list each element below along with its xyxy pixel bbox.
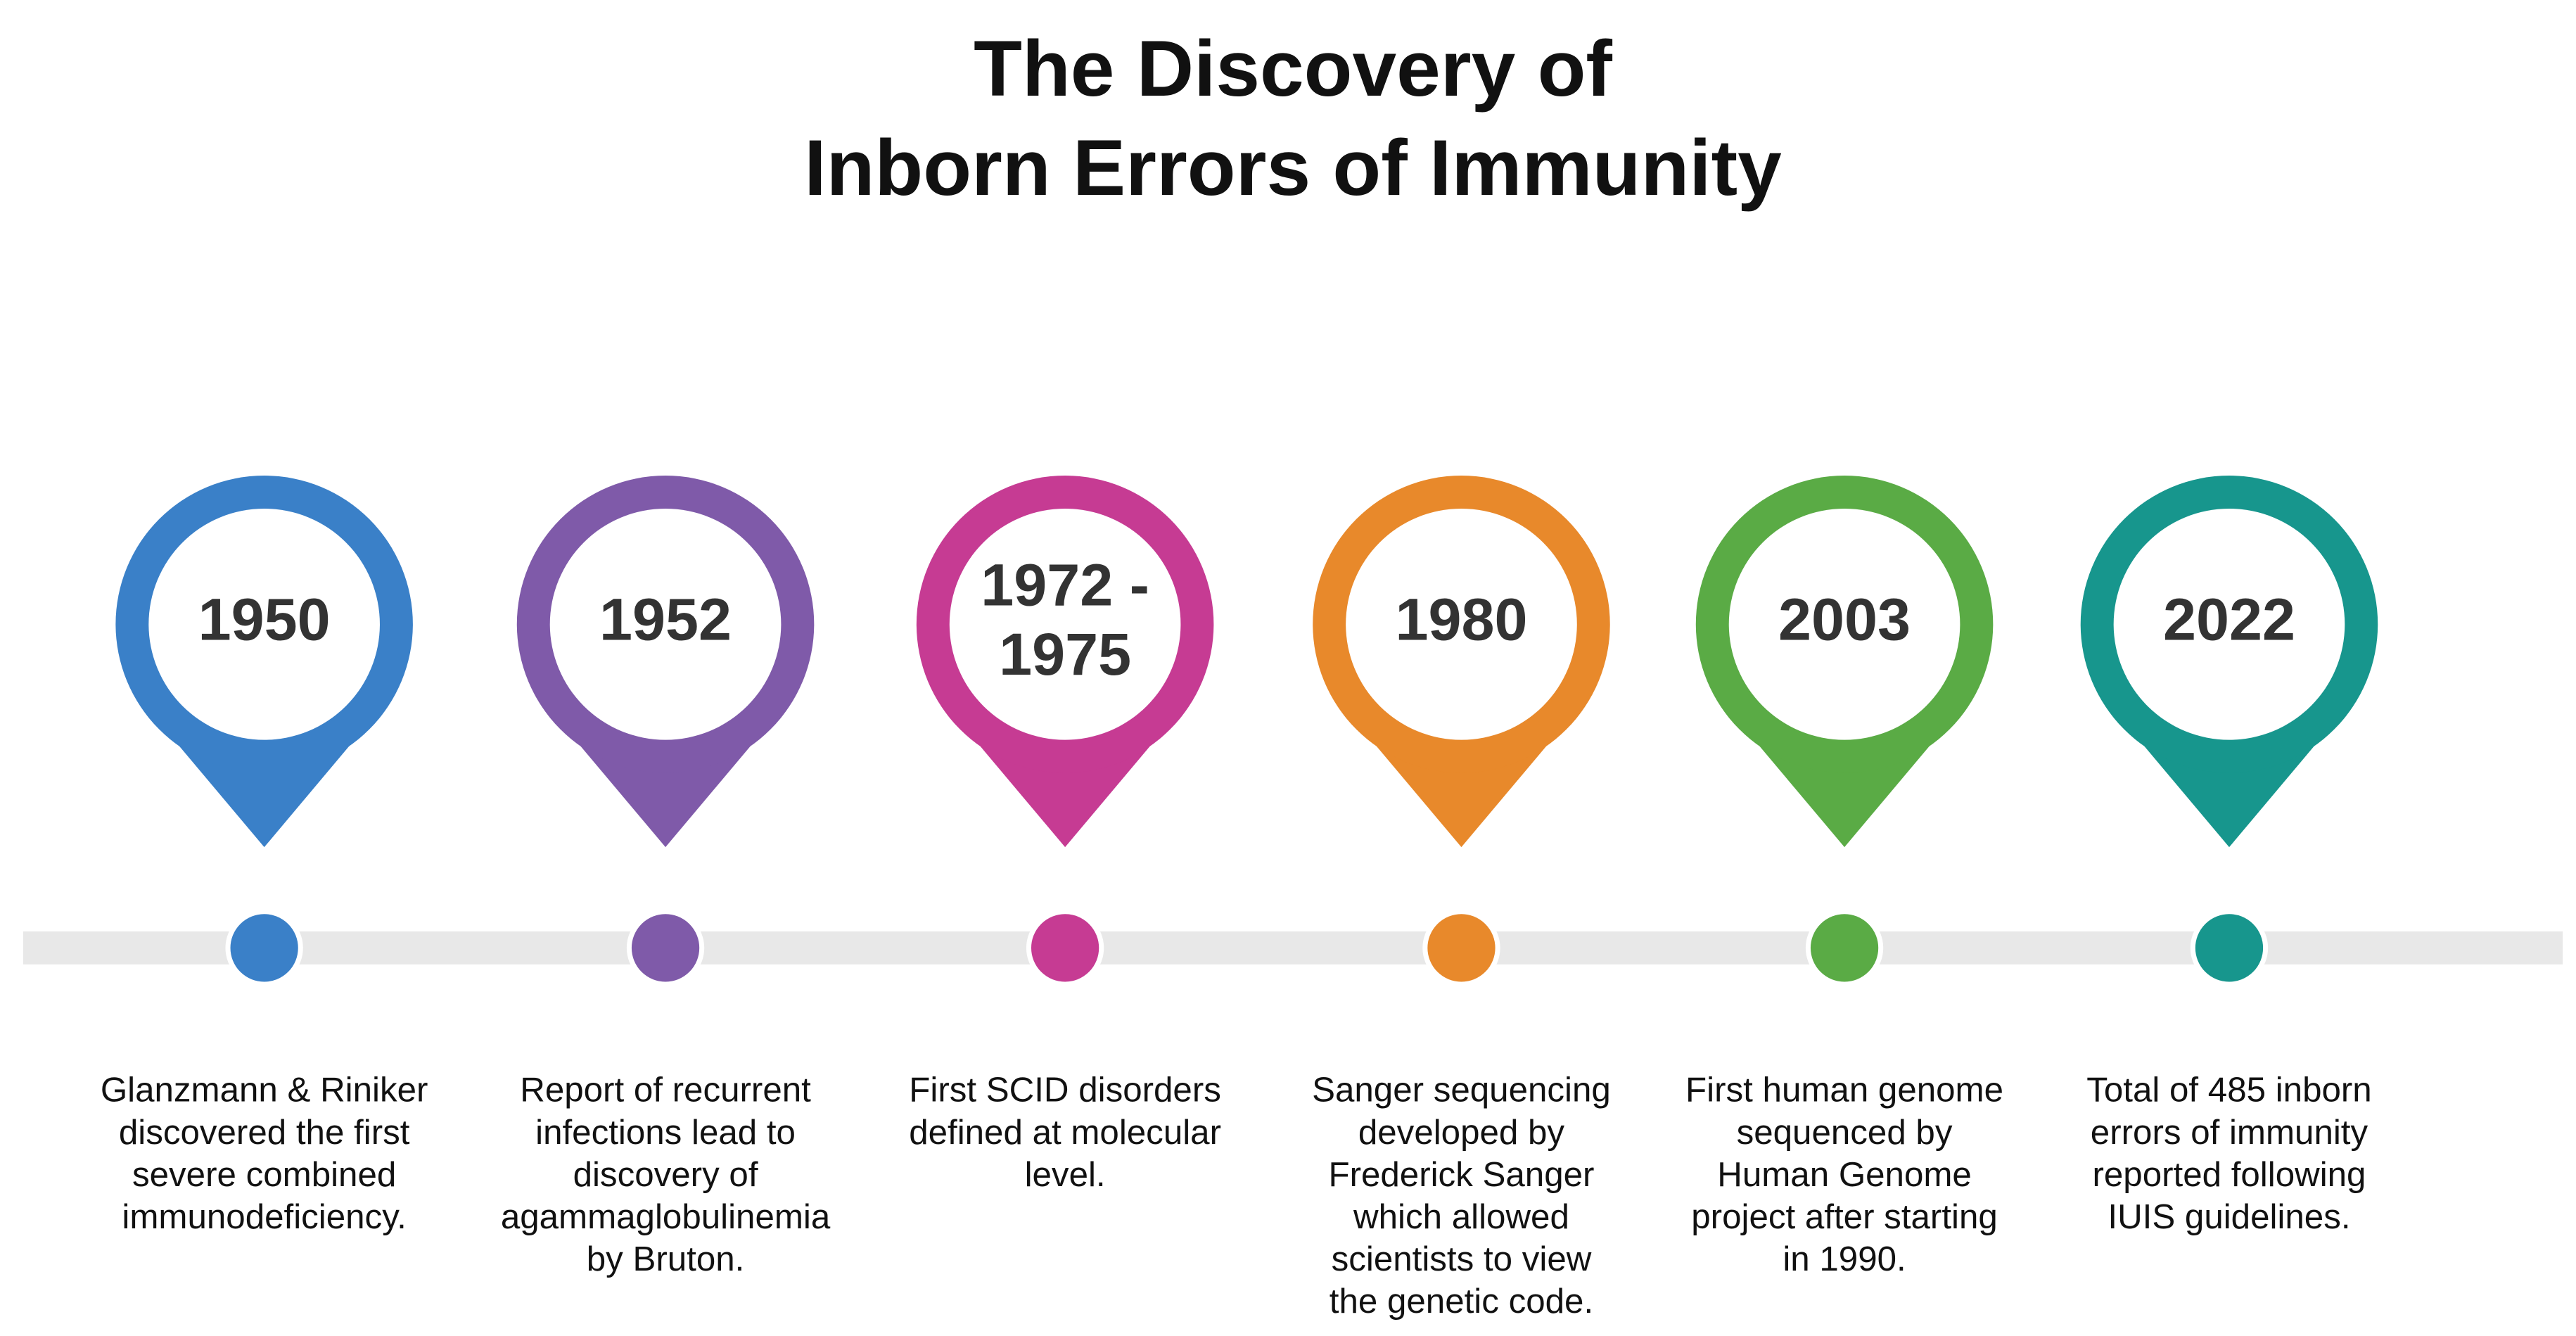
- timeline-event: 1980 Sanger sequencing developed byFrederi…: [1312, 476, 1611, 1321]
- year-label: 2022: [2163, 587, 2295, 653]
- pin-center: [1346, 508, 1577, 740]
- timeline-dot: [626, 909, 705, 987]
- year-label: 1950: [198, 587, 331, 653]
- timeline-event: 1972 -1975 First SCID disorders defined at…: [909, 476, 1221, 1194]
- description-line: level.: [1025, 1155, 1106, 1194]
- pin-center: [549, 508, 782, 740]
- timeline-bar: [23, 931, 2563, 965]
- description-line: scientists to view: [1332, 1240, 1592, 1278]
- description-line: agammaglobulinemia: [501, 1197, 831, 1236]
- year-label: 1980: [1395, 587, 1527, 653]
- description-line: infections lead to: [535, 1113, 796, 1152]
- description-line: sequenced by: [1737, 1113, 1953, 1152]
- description-line: Report of recurrent: [520, 1071, 811, 1109]
- description-line: First SCID disorders: [909, 1071, 1221, 1109]
- timeline-dot: [1805, 909, 1884, 987]
- year-label: 1972 -: [981, 552, 1149, 618]
- description-line: by Bruton.: [587, 1240, 745, 1278]
- description-line: which allowed: [1353, 1197, 1569, 1236]
- timeline-dot: [1026, 909, 1104, 987]
- timeline-event: 2003 First human genome sequenced byHuman …: [1685, 476, 2003, 1278]
- description-line: in 1990.: [1783, 1240, 1906, 1278]
- pin-center: [949, 508, 1181, 740]
- description-line: Total of 485 inborn: [2086, 1071, 2372, 1109]
- title-line: Inborn Errors of Immunity: [804, 123, 1782, 212]
- description-line: Glanzmann & Riniker: [101, 1071, 428, 1109]
- timeline-event: 1952 Report of recurrent infections lead t…: [501, 476, 831, 1278]
- description-line: reported following: [2092, 1155, 2366, 1194]
- description-line: Frederick Sanger: [1328, 1155, 1594, 1194]
- description-line: discovered the first: [119, 1113, 410, 1152]
- pin-center: [1728, 508, 1960, 740]
- timeline-event: 2022 Total of 485 inborn errors of immunit…: [2080, 476, 2378, 1236]
- description-line: defined at molecular: [909, 1113, 1221, 1152]
- pin-center: [148, 508, 380, 740]
- timeline-event: 1950 Glanzmann & Riniker discovered the fi…: [101, 476, 428, 1236]
- timeline-dot: [1422, 909, 1500, 987]
- year-label: 1952: [599, 587, 732, 653]
- description-line: developed by: [1358, 1113, 1565, 1152]
- timeline-dot: [225, 909, 303, 987]
- year-label: 1975: [999, 621, 1131, 687]
- year-label: 2003: [1778, 587, 1911, 653]
- description-line: discovery of: [573, 1155, 758, 1194]
- pin-center: [2113, 508, 2345, 740]
- description-line: errors of immunity: [2091, 1113, 2368, 1152]
- description-line: IUIS guidelines.: [2108, 1197, 2350, 1236]
- title-line: The Discovery of: [974, 24, 1612, 113]
- description-line: project after starting: [1691, 1197, 1998, 1236]
- description-line: the genetic code.: [1330, 1282, 1593, 1321]
- description-line: First human genome: [1685, 1071, 2003, 1109]
- description-line: severe combined: [132, 1155, 396, 1194]
- timeline-dot: [2190, 909, 2269, 987]
- description-line: immunodeficiency.: [122, 1197, 406, 1236]
- description-line: Sanger sequencing: [1312, 1071, 1611, 1109]
- description-line: Human Genome: [1717, 1155, 1972, 1194]
